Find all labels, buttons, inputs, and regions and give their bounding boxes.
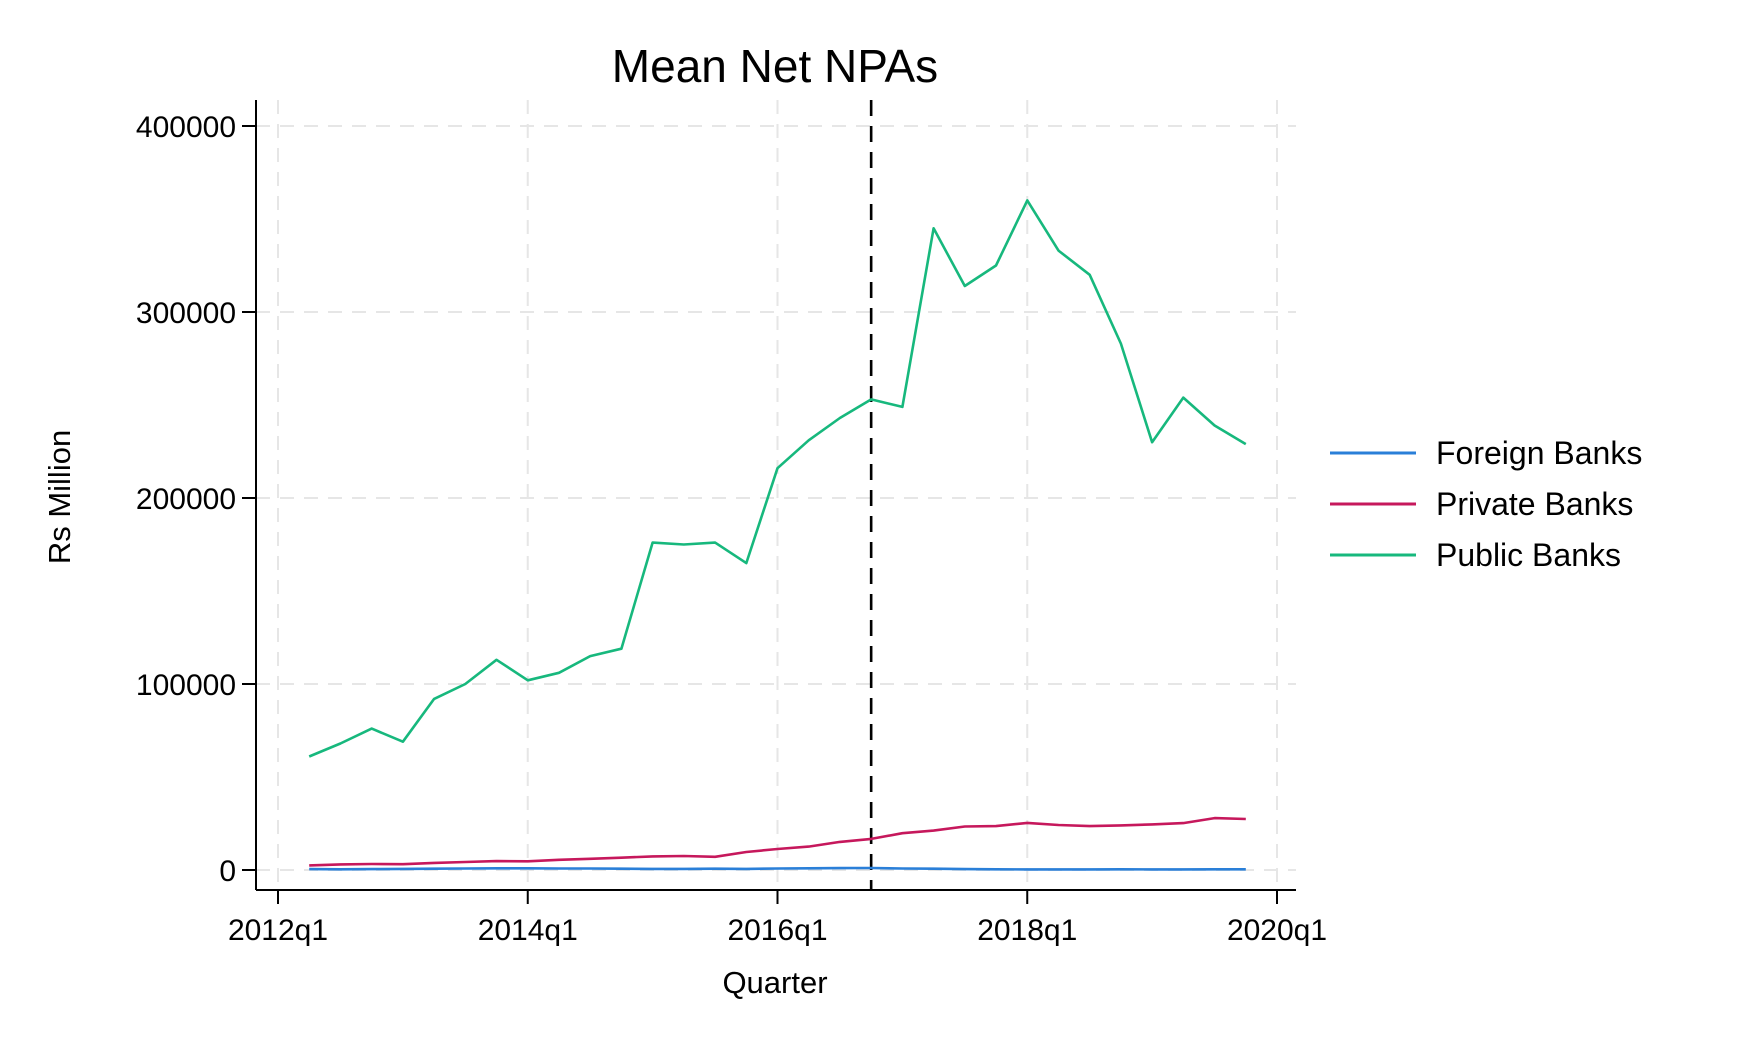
legend-label-private-banks: Private Banks xyxy=(1436,486,1633,522)
grid-layer xyxy=(256,100,1296,890)
chart-title: Mean Net NPAs xyxy=(612,40,938,92)
x-tick-label: 2014q1 xyxy=(478,914,578,947)
y-tick-label: 200000 xyxy=(136,483,236,516)
axis-layer: 0 100000 200000 300000 400000 2012q1 2014q1 201… xyxy=(136,100,1327,947)
series-line-private-banks xyxy=(309,816,1246,867)
x-tick-label: 2020q1 xyxy=(1227,914,1327,947)
y-tick-label: 400000 xyxy=(136,111,236,144)
x-tick-label: 2018q1 xyxy=(977,914,1077,947)
y-axis-title: Rs Million xyxy=(42,430,77,564)
legend: Foreign Banks Private Banks Public Banks xyxy=(1330,435,1642,573)
y-tick-label: 300000 xyxy=(136,297,236,330)
series-line-public-banks xyxy=(308,199,1247,758)
series-line-foreign-banks xyxy=(309,866,1246,871)
legend-label-foreign-banks: Foreign Banks xyxy=(1436,435,1642,471)
x-tick-label: 2012q1 xyxy=(228,914,328,947)
x-tick-label: 2016q1 xyxy=(727,914,827,947)
legend-label-public-banks: Public Banks xyxy=(1436,537,1621,573)
series-layer xyxy=(308,199,1247,871)
y-tick-label: 0 xyxy=(219,855,236,888)
x-axis-title: Quarter xyxy=(722,965,827,1000)
y-tick-label: 100000 xyxy=(136,669,236,702)
